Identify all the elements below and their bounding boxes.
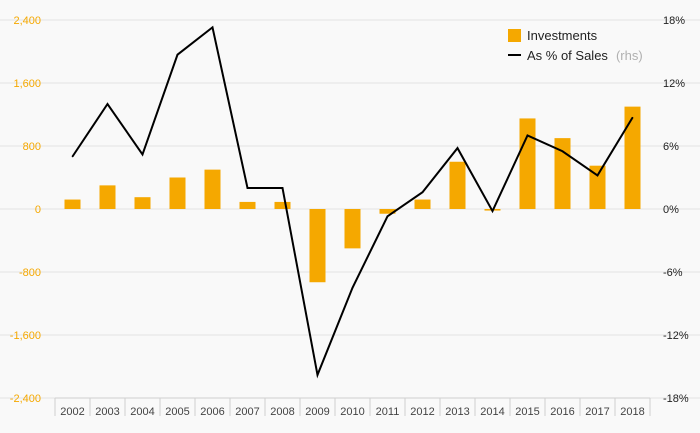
- bar: [519, 118, 536, 209]
- legend: Investments As % of Sales (rhs): [508, 28, 643, 64]
- x-tick-label: 2015: [515, 406, 539, 418]
- x-tick-label: 2011: [376, 406, 400, 418]
- bar: [449, 161, 466, 209]
- right-tick-label: 6%: [663, 141, 679, 153]
- line-point: [351, 286, 354, 289]
- bar: [134, 197, 151, 209]
- left-tick-label: -800: [19, 267, 41, 279]
- right-tick-label: -12%: [663, 330, 689, 342]
- x-tick-label: 2017: [585, 406, 609, 418]
- bar: [239, 201, 256, 209]
- x-tick-label: 2004: [130, 406, 154, 418]
- bar: [344, 209, 361, 249]
- bar-series-investments: [64, 106, 641, 283]
- left-axis-ticks: 2,400 1,600 800 0 -800 -1,600 -2,400: [10, 15, 41, 405]
- line-point: [456, 147, 459, 149]
- x-tick-label: 2006: [200, 406, 224, 418]
- legend-label-investments: Investments: [527, 28, 598, 43]
- x-tick-label: 2012: [410, 406, 434, 418]
- line-point: [106, 103, 109, 105]
- right-tick-label: -18%: [663, 393, 689, 405]
- left-tick-label: -2,400: [10, 393, 41, 405]
- left-tick-label: -1,600: [10, 330, 41, 342]
- x-tick-label: 2009: [305, 406, 329, 418]
- line-point: [141, 153, 144, 156]
- right-axis-ticks: 18% 12% 6% 0% -6% -12% -18%: [663, 15, 689, 405]
- line-point: [561, 150, 564, 153]
- line-point: [281, 187, 284, 189]
- line-point: [491, 210, 494, 212]
- line-point: [631, 116, 634, 119]
- line-series-as-pct-sales: [71, 25, 634, 379]
- left-tick-label: 2,400: [13, 15, 41, 27]
- line-point: [71, 155, 74, 158]
- line-point: [316, 374, 319, 376]
- x-axis: 2002 2003 2004 2005 2006 2007 2008 2009 2010 2011…: [54, 397, 651, 418]
- x-tick-label: 2005: [165, 406, 189, 418]
- legend-label-as-pct-sales-note: (rhs): [616, 48, 643, 63]
- line-point: [596, 174, 599, 177]
- left-tick-label: 1,600: [13, 78, 41, 90]
- bar: [99, 185, 116, 209]
- x-tick-label: 2018: [620, 406, 644, 418]
- legend-label-as-pct-sales-name: As % of Sales: [527, 48, 608, 63]
- legend-label-as-pct-sales: As % of Sales (rhs): [527, 47, 643, 64]
- x-tick-label: 2003: [95, 406, 119, 418]
- line-point: [421, 191, 424, 193]
- right-tick-label: 12%: [663, 78, 685, 90]
- bar: [624, 106, 641, 209]
- left-tick-label: 0: [35, 204, 41, 216]
- bar: [414, 199, 431, 209]
- line-point: [211, 26, 214, 29]
- bar: [589, 165, 606, 209]
- line-point: [386, 215, 389, 218]
- x-tick-label: 2002: [60, 406, 84, 418]
- left-tick-label: 800: [23, 141, 41, 153]
- bar: [309, 209, 326, 283]
- bar: [554, 138, 571, 209]
- x-tick-label: 2007: [235, 406, 259, 418]
- x-tick-label: 2008: [270, 406, 294, 418]
- line-point: [246, 187, 249, 189]
- right-tick-label: -6%: [663, 267, 683, 279]
- legend-swatch-investments: [508, 29, 521, 42]
- bar: [204, 169, 221, 209]
- right-tick-label: 0%: [663, 204, 679, 216]
- bar: [169, 177, 186, 209]
- x-tick-label: 2010: [340, 406, 364, 418]
- line-point: [176, 53, 179, 56]
- bar: [379, 209, 396, 214]
- x-tick-label: 2014: [480, 406, 504, 418]
- right-tick-label: 18%: [663, 15, 685, 27]
- x-tick-label: 2013: [445, 406, 469, 418]
- series-line: [71, 25, 634, 379]
- bar: [64, 199, 81, 209]
- x-tick-label: 2016: [550, 406, 574, 418]
- line-point: [526, 134, 529, 137]
- bar: [274, 201, 291, 209]
